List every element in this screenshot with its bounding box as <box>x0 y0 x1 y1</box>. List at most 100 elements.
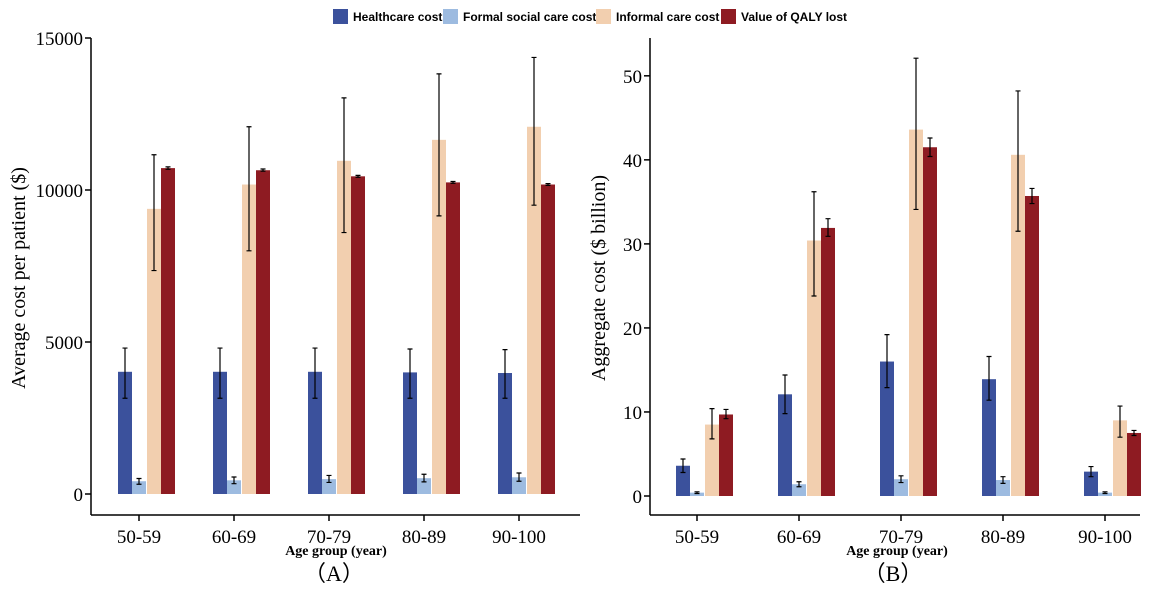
bar-70-79-3 <box>909 129 923 496</box>
legend-label-4: Value of QALY lost <box>741 10 847 24</box>
y-tick-label-1: 10 <box>623 403 642 424</box>
x-axis-title: Age group (year) <box>846 544 948 559</box>
y-tick-label-2: 20 <box>623 319 642 340</box>
error-bar-80-89-3 <box>1015 90 1021 232</box>
error-bar-50-59-3 <box>709 408 715 440</box>
bar-60-69-2 <box>792 484 806 496</box>
error-bar-70-79-1 <box>884 334 890 389</box>
bar-50-59-4 <box>719 414 733 496</box>
error-bar-80-89-4 <box>1029 187 1035 205</box>
bar-50-59-2 <box>690 492 704 496</box>
bar-50-59-4 <box>161 168 175 494</box>
bar-50-59-1 <box>676 465 690 496</box>
error-bar-90-100-1 <box>1088 465 1094 478</box>
y-tick-label-0: 0 <box>74 485 84 506</box>
error-bar-80-89-2 <box>1000 476 1006 484</box>
x-tick-label-1: 60-69 <box>777 527 821 548</box>
bar-60-69-2 <box>227 480 241 494</box>
y-tick-label-0: 0 <box>633 487 643 508</box>
bar-90-100-1 <box>1084 471 1098 496</box>
bar-60-69-4 <box>256 170 270 495</box>
legend-swatch-2 <box>443 9 458 24</box>
x-tick-label-4: 90-100 <box>492 527 546 548</box>
y-tick-label-5: 50 <box>623 67 642 88</box>
y-tick-label-1: 5000 <box>45 333 83 354</box>
panel-label: （B） <box>864 561 923 586</box>
error-bar-70-79-2 <box>898 475 904 484</box>
bar-50-59-3 <box>147 208 161 494</box>
legend-swatch-3 <box>596 9 611 24</box>
bar-80-89-1 <box>982 379 996 496</box>
bar-60-69-3 <box>242 184 256 494</box>
error-bar-60-69-1 <box>782 374 788 415</box>
bar-90-100-3 <box>527 126 541 494</box>
error-bar-50-59-2 <box>694 491 700 495</box>
bar-60-69-1 <box>778 394 792 496</box>
bar-90-100-2 <box>1098 492 1112 496</box>
x-axis-title: Age group (year) <box>285 544 387 559</box>
x-tick-label-0: 50-59 <box>117 527 161 548</box>
bar-60-69-1 <box>213 371 227 494</box>
y-tick-label-4: 40 <box>623 151 642 172</box>
bar-90-100-2 <box>512 477 526 494</box>
legend-label-2: Formal social care cost <box>463 10 596 24</box>
error-bar-50-59-2 <box>136 477 142 485</box>
error-bar-60-69-4 <box>825 218 831 237</box>
x-tick-label-4: 90-100 <box>1078 527 1132 548</box>
bar-80-89-4 <box>1025 195 1039 496</box>
y-tick-label-3: 30 <box>623 235 642 256</box>
bar-60-69-4 <box>821 227 835 496</box>
error-bar-70-79-3 <box>913 57 919 211</box>
error-bar-80-89-2 <box>421 473 427 483</box>
bar-50-59-2 <box>132 481 146 494</box>
bar-80-89-4 <box>446 182 460 494</box>
error-bar-70-79-2 <box>326 474 332 484</box>
y-axis-title: Aggregate cost ($ billion) <box>588 175 610 381</box>
error-bar-60-69-2 <box>231 476 237 485</box>
bar-50-59-1 <box>118 371 132 494</box>
error-bar-60-69-1 <box>217 347 223 399</box>
panel-a: 0 5000 10000 15000 50-59 60-69 70-79 80-89 90-10… <box>8 29 580 586</box>
y-tick-label-3: 15000 <box>36 29 84 50</box>
panel-label: （A） <box>304 561 364 586</box>
error-bar-90-100-4 <box>1131 429 1137 437</box>
bar-70-79-1 <box>308 371 322 494</box>
error-bar-70-79-4 <box>927 137 933 158</box>
error-bar-90-100-3 <box>531 56 537 206</box>
error-bar-80-89-4 <box>450 180 456 184</box>
error-bar-80-89-3 <box>436 73 442 217</box>
error-bar-50-59-3 <box>151 154 157 272</box>
legend-label-1: Healthcare cost <box>353 10 442 24</box>
error-bar-70-79-1 <box>312 347 318 399</box>
error-bar-60-69-3 <box>811 191 817 297</box>
legend-label-3: Informal care cost <box>616 10 719 24</box>
error-bar-50-59-4 <box>165 166 171 170</box>
x-tick-label-2: 70-79 <box>879 527 923 548</box>
bar-70-79-3 <box>337 160 351 495</box>
error-bar-50-59-1 <box>680 458 686 474</box>
error-bar-60-69-3 <box>246 126 252 252</box>
bar-70-79-2 <box>894 479 908 496</box>
legend-swatch-4 <box>721 9 736 24</box>
error-bar-80-89-1 <box>407 348 413 399</box>
bar-70-79-4 <box>923 147 937 496</box>
error-bar-50-59-1 <box>122 347 128 399</box>
x-tick-label-1: 60-69 <box>212 527 256 548</box>
x-tick-label-3: 80-89 <box>981 527 1025 548</box>
legend-swatch-1 <box>333 9 348 24</box>
error-bar-90-100-2 <box>1102 491 1108 495</box>
error-bar-90-100-3 <box>1117 405 1123 438</box>
x-tick-label-2: 70-79 <box>307 527 351 548</box>
error-bar-60-69-2 <box>796 481 802 488</box>
y-axis-title: Average cost per patient ($) <box>8 167 30 389</box>
error-bar-50-59-4 <box>723 408 729 420</box>
bar-60-69-3 <box>807 240 821 496</box>
bar-90-100-4 <box>1127 432 1141 496</box>
error-bar-70-79-3 <box>341 97 347 234</box>
error-bar-80-89-1 <box>986 355 992 401</box>
error-bar-90-100-1 <box>502 349 508 399</box>
y-tick-label-2: 10000 <box>36 181 84 202</box>
error-bar-90-100-4 <box>545 183 551 187</box>
bar-90-100-3 <box>1113 420 1127 496</box>
